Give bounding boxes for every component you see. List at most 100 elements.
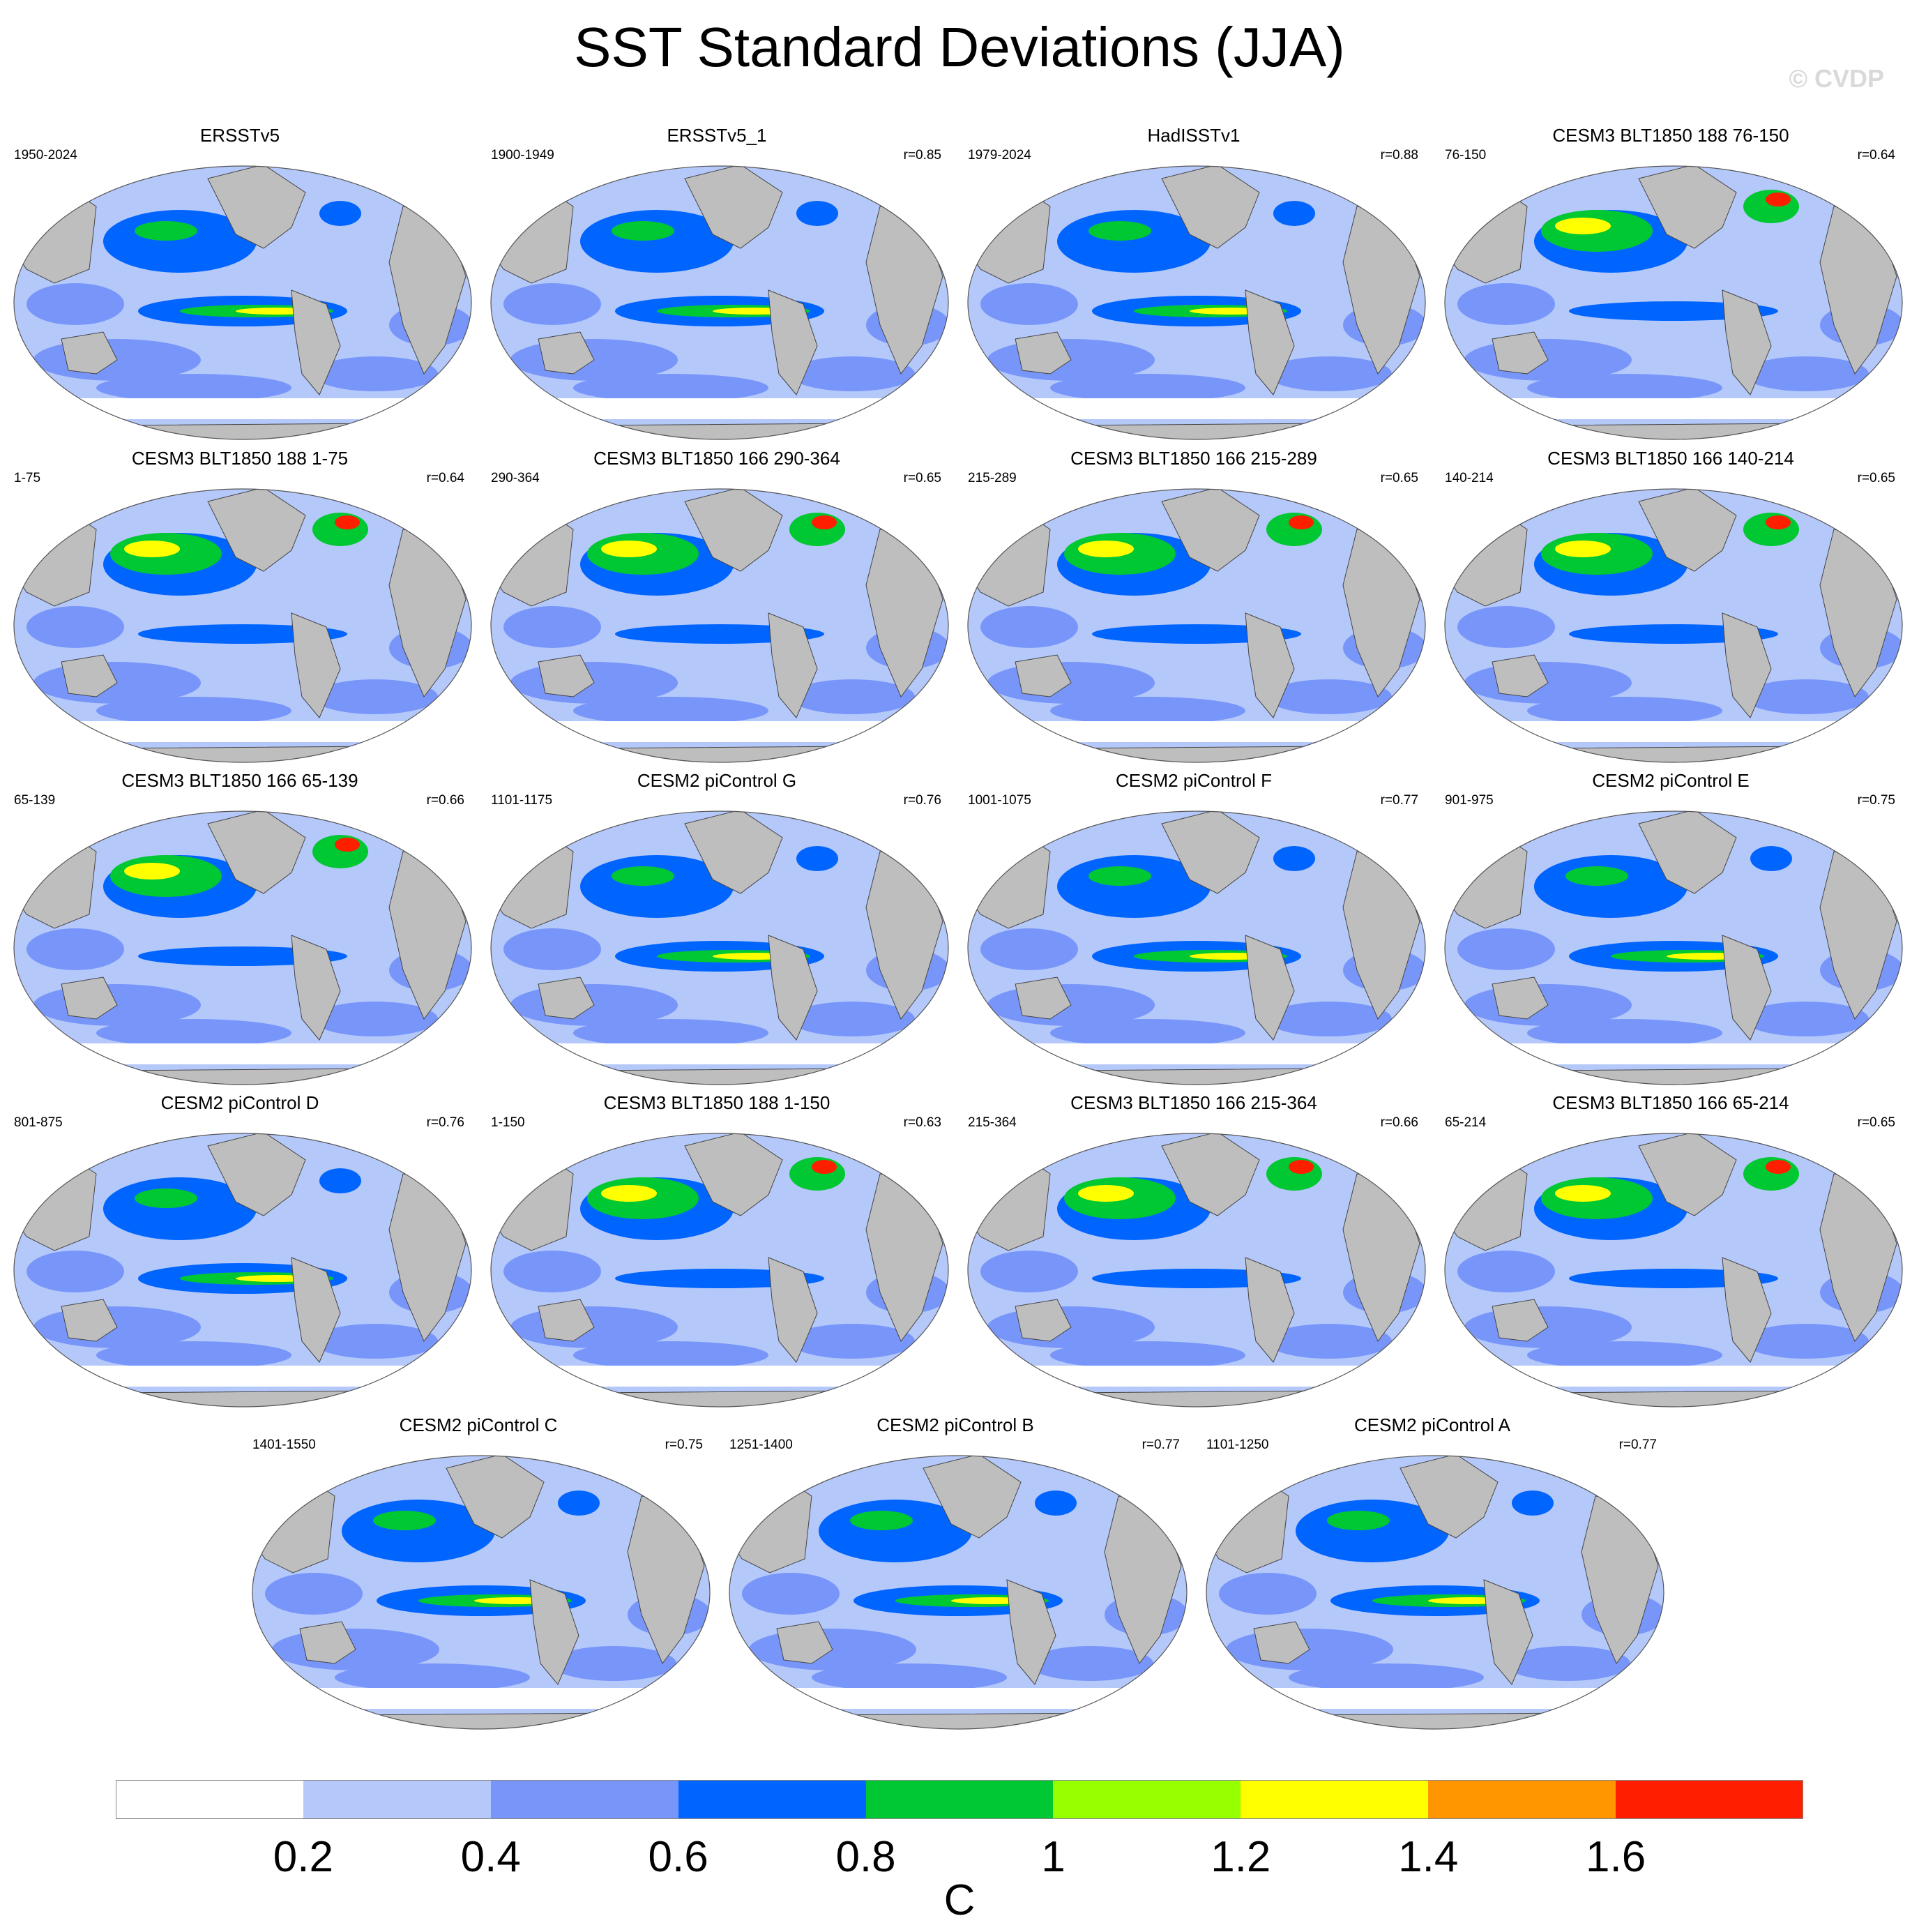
colorbar-tick-label: 0.2 (273, 1833, 333, 1881)
panel-correlation: r=0.85 (903, 148, 941, 163)
panel-period: 290-364 (491, 471, 540, 485)
colorbar-segment (1241, 1780, 1429, 1819)
panel-period: 901-975 (1445, 793, 1494, 808)
panel-period: 1401-1550 (252, 1437, 316, 1452)
panel-period: 1950-2024 (14, 148, 77, 163)
world-map (1444, 1133, 1903, 1408)
page-title: SST Standard Deviations (JJA) (574, 16, 1345, 78)
panel-title: ERSSTv5 (199, 125, 280, 146)
world-map (967, 165, 1426, 440)
world-map (13, 810, 472, 1085)
watermark: © CVDP (1789, 64, 1884, 93)
panel-correlation: r=0.76 (426, 1115, 464, 1130)
panel-correlation: r=0.65 (903, 471, 941, 485)
panel-period: 215-289 (968, 471, 1017, 485)
colorbar-tick-label: 1 (1041, 1833, 1065, 1881)
panel-period: 1-75 (14, 471, 41, 485)
panel-period: 65-214 (1445, 1115, 1487, 1130)
panel-title: CESM3 BLT1850 166 215-364 (1070, 1092, 1317, 1113)
map-panel: CESM3 BLT1850 166 215-289 215-289 r=0.65 (957, 447, 1431, 764)
world-map (252, 1455, 711, 1730)
panel-period: 801-875 (14, 1115, 63, 1130)
world-map (1206, 1455, 1664, 1730)
world-map (1444, 810, 1903, 1085)
panel-correlation: r=0.65 (1857, 471, 1895, 485)
panel-title: CESM3 BLT1850 166 215-289 (1070, 448, 1317, 469)
world-map (13, 488, 472, 763)
panel-title: CESM2 piControl A (1354, 1414, 1510, 1435)
colorbar (116, 1780, 1804, 1819)
panel-title: CESM3 BLT1850 188 1-150 (603, 1092, 830, 1113)
map-panel: CESM2 piControl A 1101-1250 r=0.77 (1195, 1414, 1669, 1731)
map-panel: CESM3 BLT1850 166 65-214 65-214 r=0.65 (1434, 1092, 1908, 1409)
colorbar-segment (678, 1780, 867, 1819)
colorbar-segment (490, 1780, 679, 1819)
colorbar-tick-label: 0.6 (648, 1833, 708, 1881)
panel-period: 140-214 (1445, 471, 1494, 485)
panel-correlation: r=0.66 (1380, 1115, 1418, 1130)
world-map (13, 1133, 472, 1408)
panel-title: CESM3 BLT1850 166 65-214 (1552, 1092, 1789, 1113)
panel-title: CESM3 BLT1850 166 290-364 (593, 448, 840, 469)
panel-period: 1101-1175 (491, 793, 553, 808)
panel-title: ERSSTv5_1 (667, 125, 767, 146)
world-map (490, 488, 949, 763)
world-map (1444, 488, 1903, 763)
panel-period: 1001-1075 (968, 793, 1031, 808)
colorbar-segment (1616, 1780, 1804, 1819)
colorbar-segment (1053, 1780, 1241, 1819)
panel-title: CESM2 piControl G (637, 770, 797, 791)
panel-period: 1251-1400 (729, 1437, 793, 1452)
panel-period: 1101-1250 (1206, 1437, 1269, 1452)
panel-correlation: r=0.63 (903, 1115, 941, 1130)
map-panel: HadISSTv1 1979-2024 r=0.88 (957, 124, 1431, 442)
panel-correlation: r=0.64 (426, 471, 464, 485)
colorbar-tick-label: 1.2 (1211, 1833, 1271, 1881)
map-panel: CESM2 piControl D 801-875 r=0.76 (3, 1092, 477, 1409)
world-map (967, 810, 1426, 1085)
map-panel: ERSSTv5 1950-2024 (3, 124, 477, 442)
panel-correlation: r=0.77 (1380, 793, 1418, 808)
panel-period: 1979-2024 (968, 148, 1031, 163)
panel-correlation: r=0.64 (1857, 148, 1895, 163)
panel-title: CESM3 BLT1850 188 76-150 (1552, 125, 1789, 146)
panel-correlation: r=0.77 (1141, 1437, 1180, 1452)
map-panel: ERSSTv5_1 1900-1949 r=0.85 (480, 124, 954, 442)
panel-title: CESM3 BLT1850 188 1-75 (131, 448, 349, 469)
map-panel-grid: ERSSTv5 1950-2024 ERSSTv5_1 1900-1949 r=0.85… (3, 124, 1908, 1731)
panel-correlation: r=0.66 (426, 793, 464, 808)
colorbar-segment (116, 1780, 304, 1819)
colorbar-segment (865, 1780, 1054, 1819)
colorbar-tick-label: 0.8 (835, 1833, 896, 1881)
colorbar-segment (303, 1780, 492, 1819)
map-panel: CESM3 BLT1850 166 290-364 290-364 r=0.65 (480, 447, 954, 764)
map-panel: CESM2 piControl F 1001-1075 r=0.77 (957, 769, 1431, 1087)
map-panel: CESM2 piControl B 1251-1400 r=0.77 (718, 1414, 1192, 1731)
panel-title: CESM3 BLT1850 166 65-139 (121, 770, 358, 791)
panel-title: CESM3 BLT1850 166 140-214 (1547, 448, 1794, 469)
panel-title: CESM2 piControl E (1592, 770, 1750, 791)
colorbar-unit-label: C (943, 1876, 976, 1924)
world-map (13, 165, 472, 440)
world-map (490, 1133, 949, 1408)
world-map (490, 810, 949, 1085)
panel-title: CESM2 piControl B (877, 1414, 1034, 1435)
world-map (490, 165, 949, 440)
world-map (967, 1133, 1426, 1408)
world-map (729, 1455, 1188, 1730)
map-panel: CESM3 BLT1850 166 140-214 140-214 r=0.65 (1434, 447, 1908, 764)
panel-period: 65-139 (14, 793, 56, 808)
colorbar-frame (116, 1780, 1803, 1819)
map-panel: CESM2 piControl C 1401-1550 r=0.75 (241, 1414, 715, 1731)
map-panel: CESM2 piControl E 901-975 r=0.75 (1434, 769, 1908, 1087)
colorbar-tick-label: 0.4 (460, 1833, 521, 1881)
map-panel: CESM3 BLT1850 166 215-364 215-364 r=0.66 (957, 1092, 1431, 1409)
panel-title: CESM2 piControl C (399, 1414, 558, 1435)
panel-title: CESM2 piControl D (160, 1092, 319, 1113)
panel-title: CESM2 piControl F (1116, 770, 1272, 791)
world-map (1444, 165, 1903, 440)
panel-correlation: r=0.65 (1857, 1115, 1895, 1130)
colorbar-tick-label: 1.6 (1586, 1833, 1646, 1881)
panel-correlation: r=0.75 (1857, 793, 1895, 808)
panel-period: 1-150 (491, 1115, 525, 1130)
